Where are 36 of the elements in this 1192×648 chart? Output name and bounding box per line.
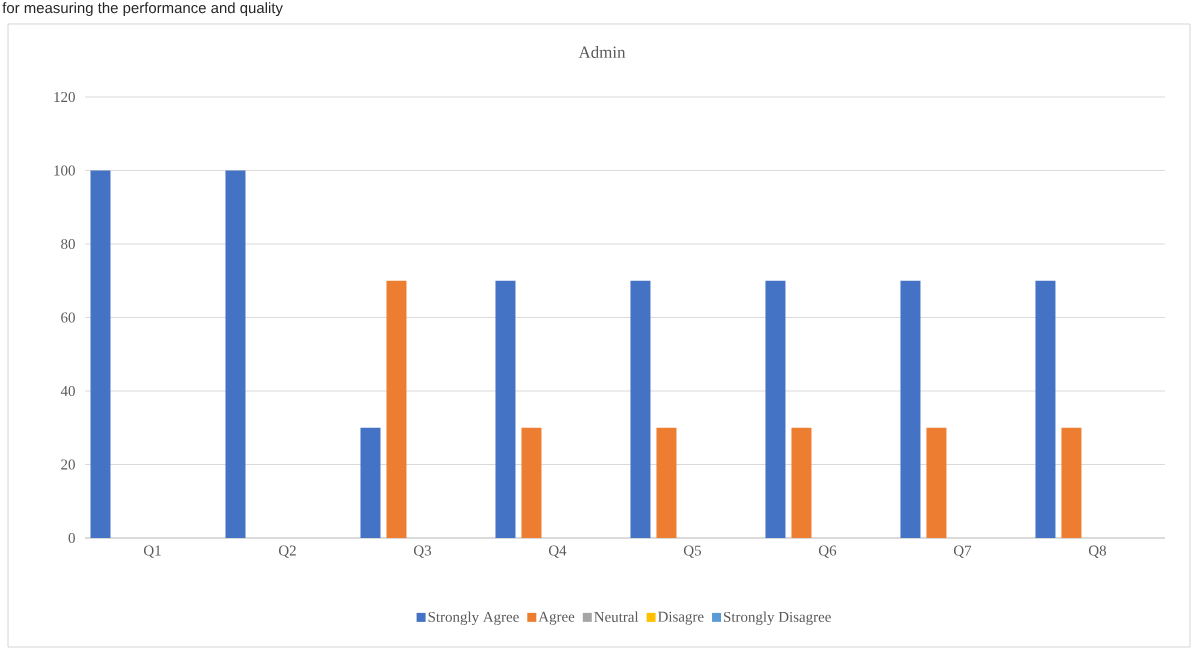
bar — [900, 280, 921, 538]
chart-title: Admin — [578, 46, 626, 58]
y-tick-label: 0 — [68, 532, 75, 544]
x-tick-label: Q8 — [1088, 545, 1107, 558]
y-tick-label: 100 — [54, 165, 75, 176]
y-tick-label: 20 — [61, 459, 75, 470]
bar — [926, 427, 947, 538]
y-tick-label: 80 — [61, 238, 75, 250]
bar — [225, 170, 246, 538]
bar — [1035, 280, 1056, 538]
x-tick-label: Q2 — [278, 545, 296, 558]
y-tick-label: 60 — [61, 312, 75, 323]
y-tick-label: 40 — [60, 385, 75, 397]
x-tick-label: Q1 — [143, 545, 161, 558]
bar — [630, 280, 651, 538]
bar — [360, 427, 381, 538]
legend-label: Neutral — [594, 611, 639, 622]
x-tick-label: Q3 — [413, 545, 432, 558]
x-tick-label: Q5 — [683, 545, 702, 558]
bar — [765, 280, 786, 538]
bar — [386, 280, 407, 538]
bar — [1061, 427, 1082, 538]
bar — [791, 427, 812, 538]
legend-label: Agree — [538, 611, 575, 625]
legend-label: Strongly Agree — [428, 611, 519, 626]
bar — [656, 427, 677, 538]
x-tick-label: Q4 — [548, 545, 567, 558]
text: for measuring the performance and quality — [2, 2, 283, 17]
bar — [521, 427, 542, 538]
bar — [90, 170, 111, 538]
legend-label: Disagre — [658, 611, 704, 625]
bar — [495, 280, 516, 538]
x-tick-label: Q6 — [818, 545, 837, 558]
y-tick-label: 120 — [54, 91, 75, 103]
legend-label: Strongly Disagree — [724, 611, 831, 626]
x-tick-label: Q7 — [953, 545, 972, 558]
